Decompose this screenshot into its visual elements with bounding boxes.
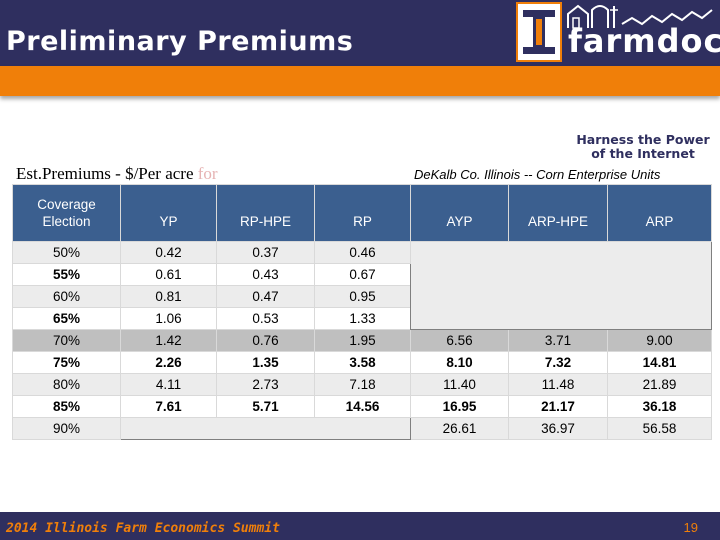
premium-table: Coverage Election YP RP-HPE RP AYP ARP-H…	[12, 184, 712, 440]
arp-hpe-cell: 3.71	[508, 329, 608, 352]
rp-cell: 0.46	[314, 241, 411, 264]
rp-hpe-cell: 0.76	[216, 329, 315, 352]
coverage-cell: 50%	[12, 241, 121, 264]
coverage-cell: 90%	[12, 417, 121, 440]
ayp-cell: 11.40	[410, 373, 509, 396]
rp-cell: 0.95	[314, 285, 411, 308]
coverage-cell: 55%	[12, 263, 121, 286]
rp-hpe-cell: 0.53	[216, 307, 315, 330]
col-header-arp: ARP	[607, 184, 712, 242]
ayp-cell: 16.95	[410, 395, 509, 418]
page-number: 19	[683, 520, 698, 535]
col-header-arp-hpe: ARP-HPE	[508, 184, 608, 242]
unavailable-block	[120, 417, 411, 440]
rp-cell: 1.95	[314, 329, 411, 352]
coverage-cell: 65%	[12, 307, 121, 330]
arp-hpe-cell: 11.48	[508, 373, 608, 396]
slide-title: Preliminary Premiums	[6, 26, 354, 57]
rp-hpe-cell: 0.47	[216, 285, 315, 308]
brand-name: farmdoc	[568, 22, 720, 60]
coverage-cell: 70%	[12, 329, 121, 352]
col-header-rp: RP	[314, 184, 411, 242]
arp-hpe-cell: 36.97	[508, 417, 608, 440]
arp-cell: 36.18	[607, 395, 712, 418]
table-row: 80% 4.11 2.73 7.18 11.40 11.48 21.89	[12, 373, 712, 396]
yp-cell: 0.42	[120, 241, 217, 264]
yp-cell: 7.61	[120, 395, 217, 418]
arp-cell: 9.00	[607, 329, 712, 352]
table-row: 60% 0.81 0.47 0.95	[12, 285, 712, 308]
university-logo-icon	[516, 2, 562, 62]
col-header-ayp: AYP	[410, 184, 509, 242]
yp-cell: 1.06	[120, 307, 217, 330]
ayp-cell: 8.10	[410, 351, 509, 374]
caption-text: Est.Premiums - $/Per acre	[16, 164, 198, 183]
arp-cell: 14.81	[607, 351, 712, 374]
table-row: 85% 7.61 5.71 14.56 16.95 21.17 36.18	[12, 395, 712, 418]
table-row: 55% 0.61 0.43 0.67	[12, 263, 712, 286]
rp-cell: 1.33	[314, 307, 411, 330]
col-header-coverage: Coverage Election	[12, 184, 121, 242]
rp-cell: 7.18	[314, 373, 411, 396]
yp-cell: 0.81	[120, 285, 217, 308]
tagline: Harness the Power of the Internet	[566, 133, 720, 161]
coverage-cell: 85%	[12, 395, 121, 418]
arp-hpe-cell: 21.17	[508, 395, 608, 418]
farm-skyline-icon	[567, 4, 713, 29]
coverage-cell: 60%	[12, 285, 121, 308]
caption-faded-text: for	[197, 164, 218, 183]
rp-cell: 14.56	[314, 395, 411, 418]
rp-hpe-cell: 2.73	[216, 373, 315, 396]
table-row: 50% 0.42 0.37 0.46	[12, 241, 712, 330]
accent-bar: Harness the Power of the Internet	[0, 66, 720, 161]
yp-cell: 0.61	[120, 263, 217, 286]
rp-hpe-cell: 0.37	[216, 241, 315, 264]
yp-cell: 2.26	[120, 351, 217, 374]
table-row: 65% 1.06 0.53 1.33	[12, 307, 712, 330]
rp-cell: 0.67	[314, 263, 411, 286]
ayp-cell: 26.61	[410, 417, 509, 440]
rp-cell: 3.58	[314, 351, 411, 374]
tagline-line-2: of the Internet	[591, 146, 695, 161]
col-header-rp-hpe: RP-HPE	[216, 184, 315, 242]
table-row: 90% 26.61 36.97 56.58	[12, 417, 712, 440]
premium-caption: Est.Premiums - $/Per acre for	[16, 164, 218, 184]
coverage-cell: 80%	[12, 373, 121, 396]
arp-cell: 21.89	[607, 373, 712, 396]
col-header-yp: YP	[120, 184, 217, 242]
rp-hpe-cell: 0.43	[216, 263, 315, 286]
yp-cell: 4.11	[120, 373, 217, 396]
arp-hpe-cell: 7.32	[508, 351, 608, 374]
coverage-cell: 75%	[12, 351, 121, 374]
yp-cell: 1.42	[120, 329, 217, 352]
county-caption: DeKalb Co. Illinois -- Corn Enterprise U…	[414, 167, 661, 182]
arp-cell: 56.58	[607, 417, 712, 440]
footer-text: 2014 Illinois Farm Economics Summit	[6, 521, 280, 536]
slide-header: Preliminary Premiums farmdoc	[0, 0, 720, 66]
block-i-icon	[523, 10, 555, 54]
unavailable-block	[410, 241, 712, 330]
rp-hpe-cell: 5.71	[216, 395, 315, 418]
table-row: 75% 2.26 1.35 3.58 8.10 7.32 14.81	[12, 351, 712, 374]
ayp-cell: 6.56	[410, 329, 509, 352]
table-header-row: Coverage Election YP RP-HPE RP AYP ARP-H…	[12, 184, 712, 242]
slide-footer: 2014 Illinois Farm Economics Summit 19	[0, 512, 720, 540]
table-row: 70% 1.42 0.76 1.95 6.56 3.71 9.00	[12, 329, 712, 352]
tagline-line-1: Harness the Power	[576, 132, 710, 147]
rp-hpe-cell: 1.35	[216, 351, 315, 374]
